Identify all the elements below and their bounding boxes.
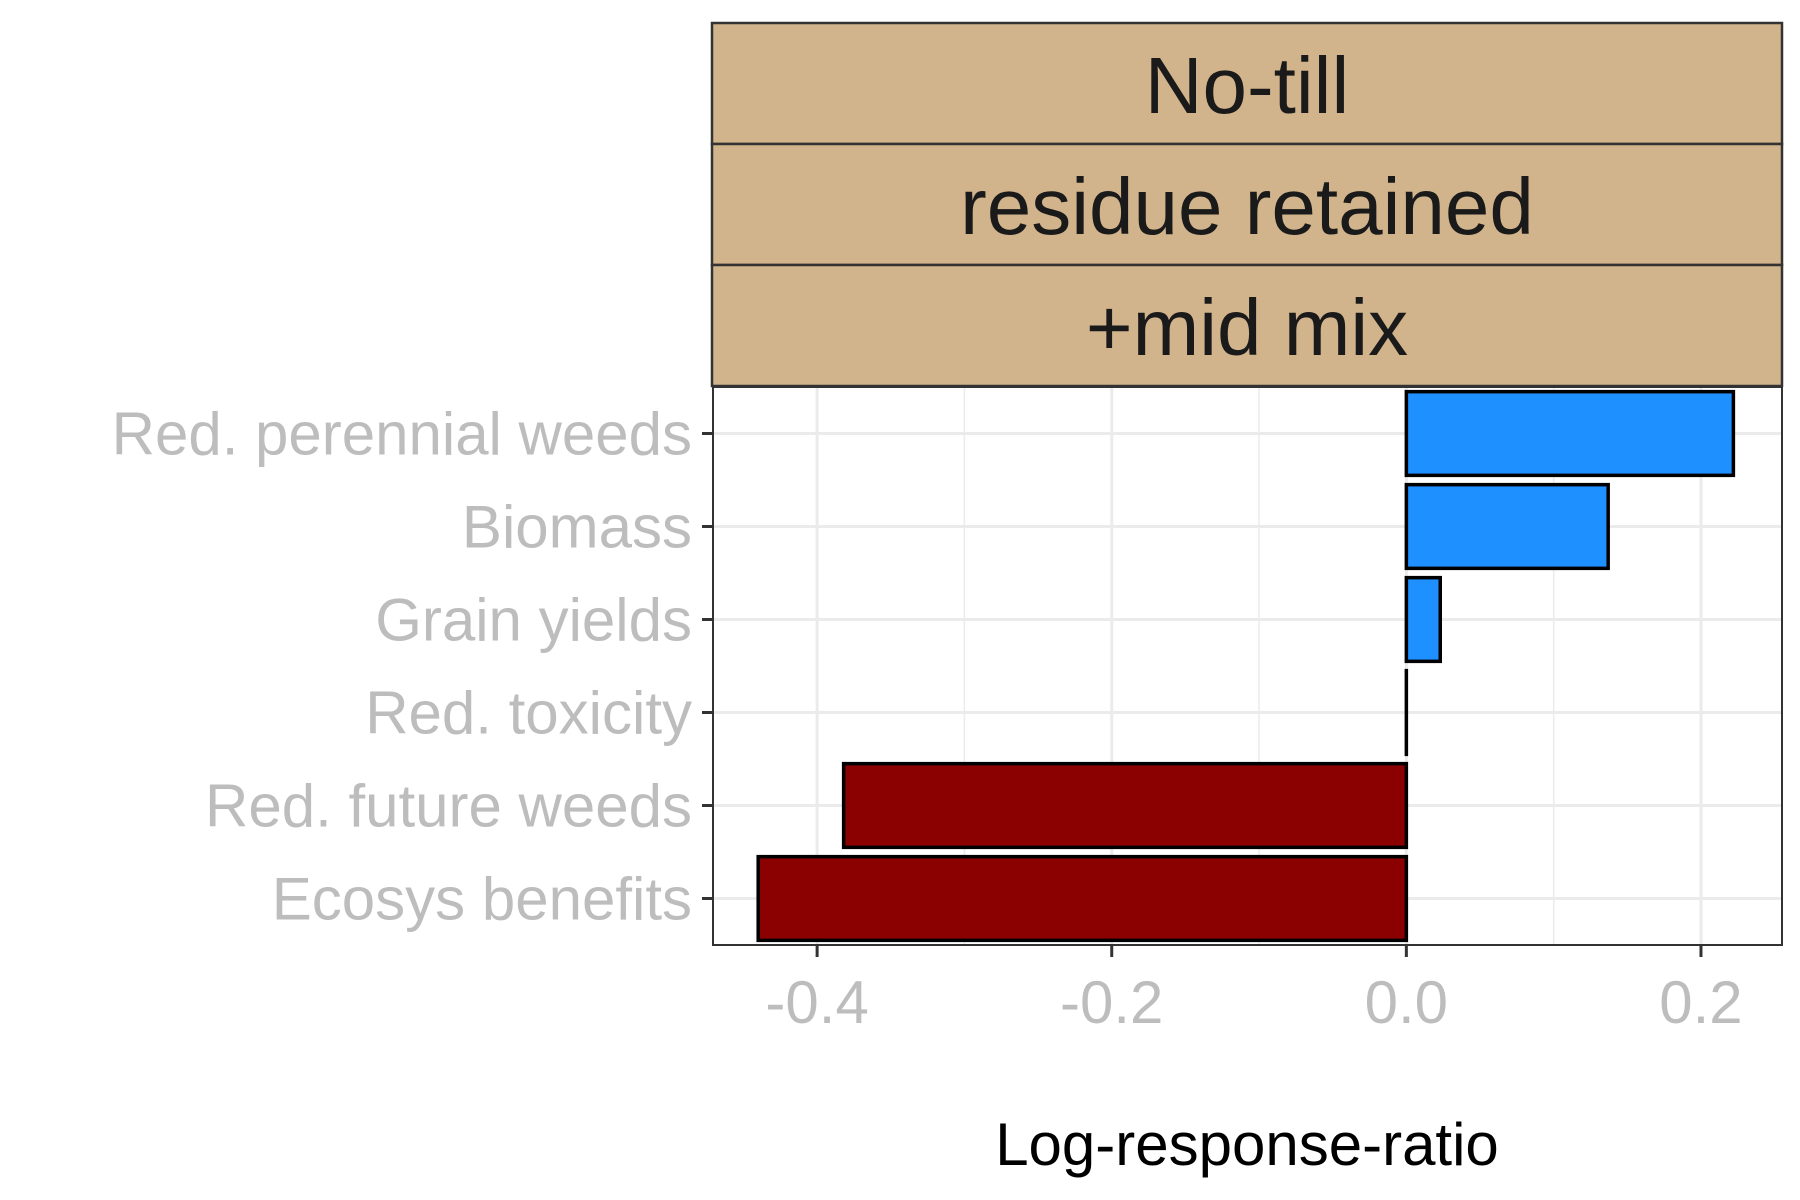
facet-strip-label-2: residue retained (960, 162, 1534, 251)
bar-biomass (1406, 485, 1608, 569)
bar-grain-yields (1406, 578, 1440, 662)
bar-red-future-weeds (844, 764, 1407, 848)
x-tick-label: -0.4 (765, 969, 868, 1036)
facet-strip-label-1: No-till (1145, 41, 1349, 130)
facet-strip-label-3: +mid mix (1086, 283, 1408, 372)
bar-red-perennial-weeds (1406, 392, 1733, 476)
bar-ecosys-benefits (758, 857, 1406, 941)
y-axis: Red. perennial weeds Biomass Grain yields R… (112, 401, 714, 933)
x-tick-label: 0.0 (1365, 969, 1448, 1036)
y-tick-label: Red. toxicity (365, 680, 692, 747)
facet-strips: No-till residue retained +mid mix (712, 23, 1782, 386)
x-axis: -0.4 -0.2 0.0 0.2 (765, 945, 1742, 1036)
x-tick-label: -0.2 (1060, 969, 1163, 1036)
y-tick-label: Red. future weeds (205, 773, 692, 840)
y-tick-label: Red. perennial weeds (112, 401, 692, 468)
y-tick-label: Ecosys benefits (272, 866, 692, 933)
x-tick-label: 0.2 (1659, 969, 1742, 1036)
y-tick-label: Grain yields (375, 587, 692, 654)
x-axis-title: Log-response-ratio (995, 1111, 1499, 1178)
y-tick-label: Biomass (462, 494, 692, 561)
